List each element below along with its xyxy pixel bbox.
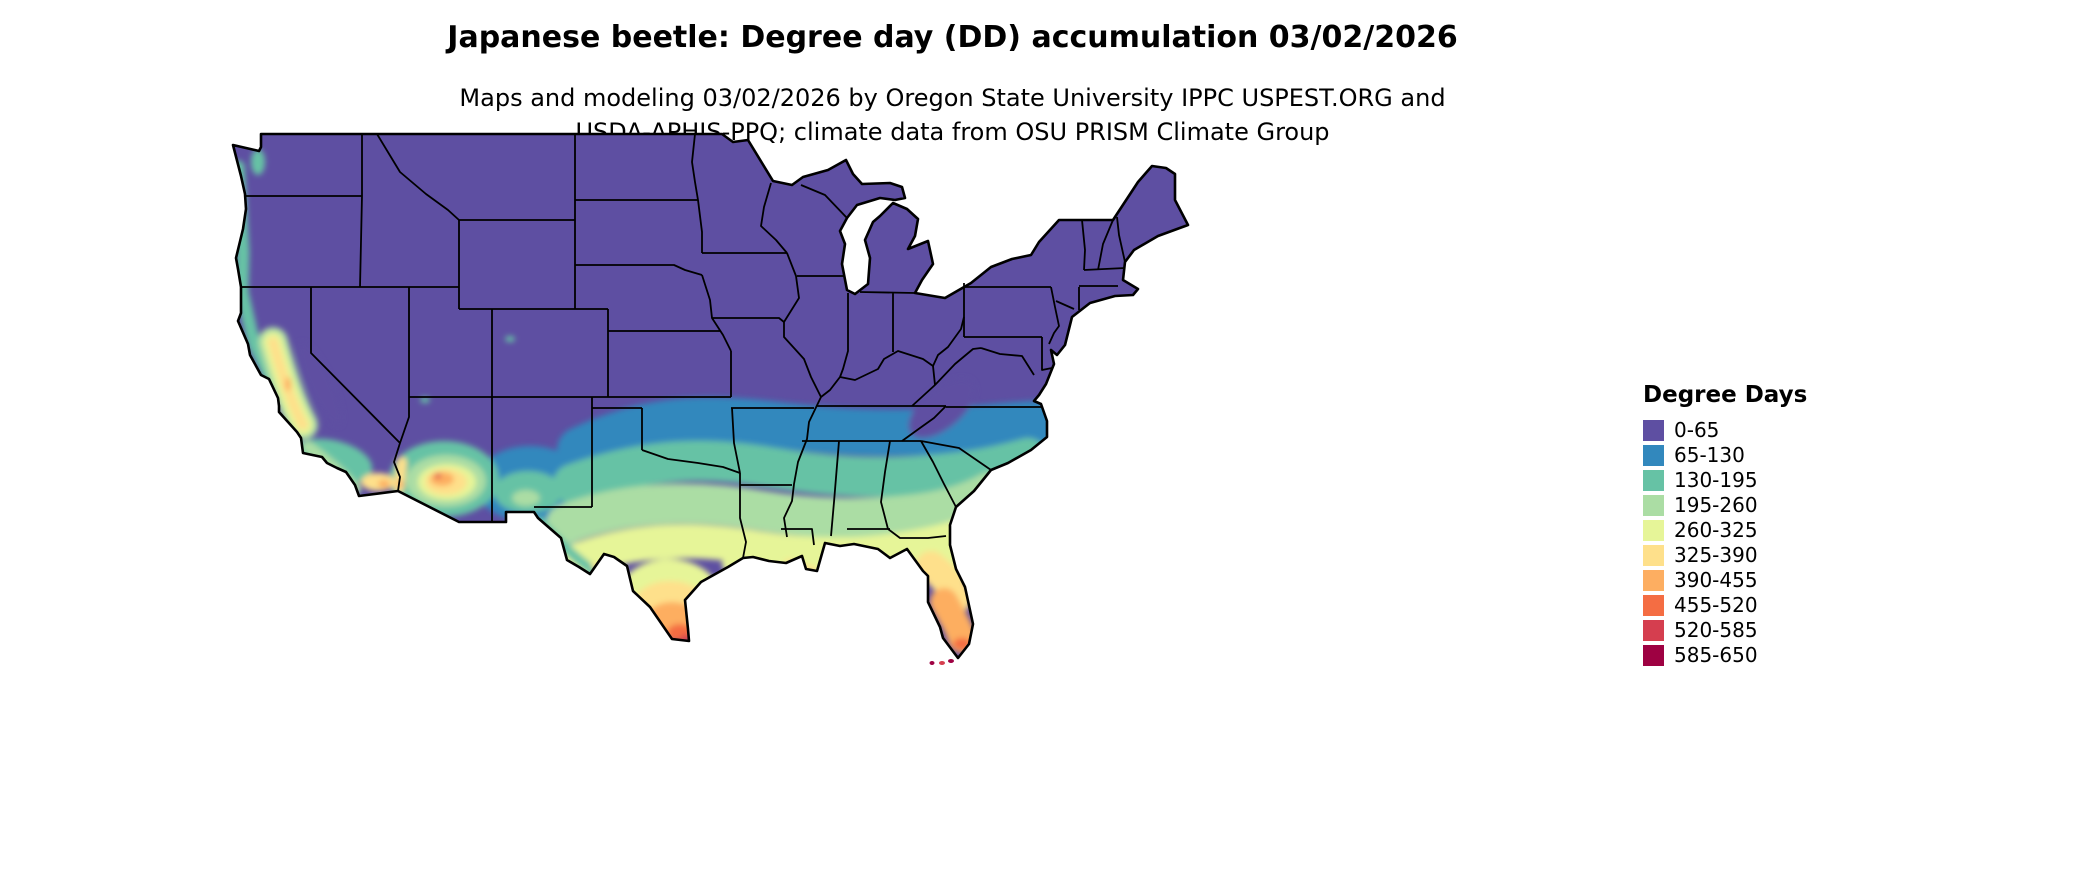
region-sierra bbox=[297, 342, 343, 426]
legend-row: 65-130 bbox=[1643, 443, 1843, 468]
region-st-george bbox=[420, 397, 430, 403]
page-title: Japanese beetle: Degree day (DD) accumul… bbox=[447, 20, 1458, 55]
legend-swatch bbox=[1643, 620, 1664, 641]
band-130-195 bbox=[553, 438, 1048, 504]
region-appalachians bbox=[908, 378, 976, 438]
florida-keys-speck bbox=[948, 659, 954, 663]
legend-swatch bbox=[1643, 470, 1664, 491]
region-imperial bbox=[361, 473, 395, 491]
legend-title: Degree Days bbox=[1643, 382, 1808, 408]
legend-items: 0-65 65-130 130-195 195-260 260-325 325-… bbox=[1643, 418, 1843, 668]
legend-label: 195-260 bbox=[1674, 493, 1758, 517]
legend-swatch bbox=[1643, 545, 1664, 566]
legend-label: 455-520 bbox=[1674, 593, 1758, 617]
region-grand-junction bbox=[505, 336, 515, 342]
region-new-mexico bbox=[512, 490, 540, 506]
legend-swatch bbox=[1643, 645, 1664, 666]
florida-keys-speck bbox=[939, 661, 945, 665]
legend-row: 520-585 bbox=[1643, 618, 1843, 643]
band-blob bbox=[930, 588, 976, 653]
subtitle-line-1: Maps and modeling 03/02/2026 by Oregon S… bbox=[459, 84, 1446, 112]
legend-swatch bbox=[1643, 595, 1664, 616]
legend-swatch bbox=[1643, 495, 1664, 516]
region-puget bbox=[251, 149, 265, 175]
legend-label: 325-390 bbox=[1674, 543, 1758, 567]
legend-label: 260-325 bbox=[1674, 518, 1758, 542]
florida-keys-speck bbox=[929, 661, 935, 665]
legend-row: 0-65 bbox=[1643, 418, 1843, 443]
legend-label: 390-455 bbox=[1674, 568, 1758, 592]
legend-swatch bbox=[1643, 520, 1664, 541]
legend-row: 390-455 bbox=[1643, 568, 1843, 593]
map-container bbox=[228, 132, 1198, 677]
us-outline bbox=[231, 132, 1190, 660]
legend-swatch bbox=[1643, 445, 1664, 466]
legend-swatch bbox=[1643, 420, 1664, 441]
region-arizona bbox=[430, 472, 454, 486]
region-central-valley bbox=[285, 377, 291, 391]
legend-label: 585-650 bbox=[1674, 643, 1758, 667]
region-arizona bbox=[435, 473, 441, 479]
legend-label: 520-585 bbox=[1674, 618, 1758, 642]
legend: Degree Days 0-65 65-130 130-195 195-260 … bbox=[1643, 382, 1843, 668]
legend-row: 195-260 bbox=[1643, 493, 1843, 518]
legend-row: 585-650 bbox=[1643, 643, 1843, 668]
band-195-260 bbox=[546, 472, 1010, 544]
us-degree-day-map bbox=[231, 132, 1190, 665]
legend-row: 325-390 bbox=[1643, 543, 1843, 568]
state-borders-midwest bbox=[760, 182, 965, 538]
legend-label: 0-65 bbox=[1674, 418, 1720, 442]
legend-row: 455-520 bbox=[1643, 593, 1843, 618]
band-65-130 bbox=[557, 397, 1083, 473]
subtitle: Maps and modeling 03/02/2026 by Oregon S… bbox=[0, 81, 1905, 149]
region-imperial bbox=[378, 480, 390, 488]
legend-label: 130-195 bbox=[1674, 468, 1758, 492]
legend-label: 65-130 bbox=[1674, 443, 1745, 467]
legend-row: 260-325 bbox=[1643, 518, 1843, 543]
state-borders-east bbox=[830, 216, 1126, 539]
legend-row: 130-195 bbox=[1643, 468, 1843, 493]
header: Japanese beetle: Degree day (DD) accumul… bbox=[0, 20, 1905, 149]
state-borders-plains bbox=[534, 133, 815, 559]
state-borders-west bbox=[241, 133, 731, 522]
legend-swatch bbox=[1643, 570, 1664, 591]
